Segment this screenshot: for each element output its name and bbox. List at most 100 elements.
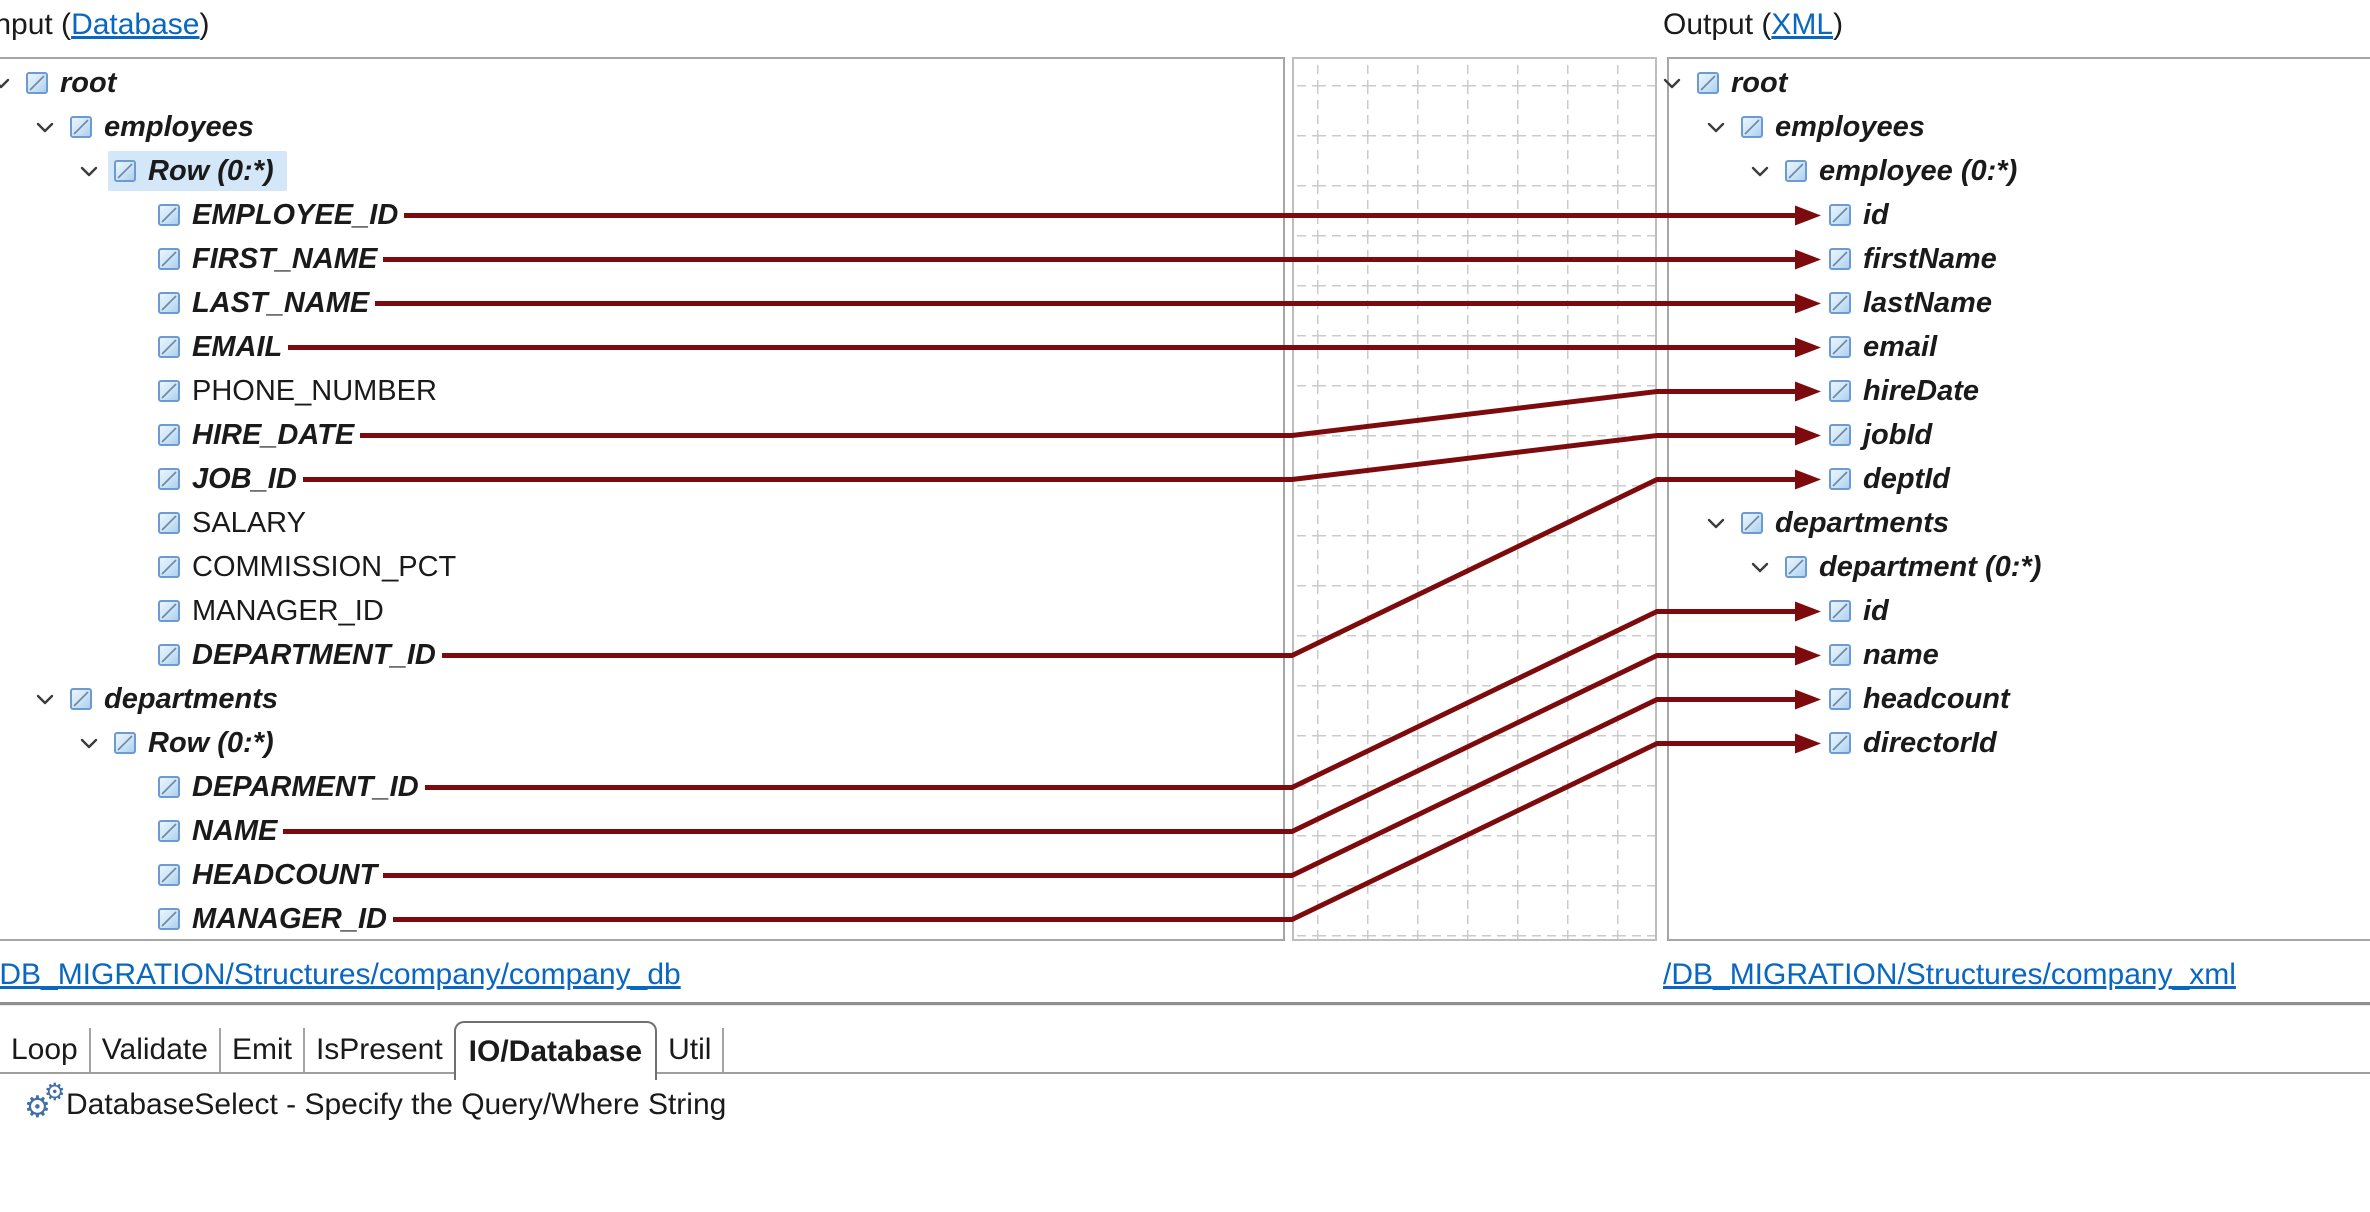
tab-ispresent[interactable]: IsPresent (315, 1033, 443, 1066)
element-node-icon (158, 204, 180, 226)
input-tree-node-employees[interactable]: employees (0, 105, 1283, 149)
output-tree-node-employee-0[interactable]: employee (0:*) (1669, 149, 2370, 193)
tree-node-chip[interactable]: NAME (152, 811, 290, 851)
input-tree-node-row-0[interactable]: Row (0:*) (0, 721, 1283, 765)
output-tree-node-directorid[interactable]: directorId (1669, 721, 2370, 765)
tab-util[interactable]: Util (657, 1028, 725, 1072)
tree-node-chip[interactable]: HIRE_DATE (152, 415, 367, 455)
tab-loop[interactable]: Loop (0, 1028, 91, 1072)
chevron-down-icon[interactable] (1705, 512, 1727, 534)
tree-node-chip[interactable]: JOB_ID (152, 459, 310, 499)
tree-node-chip[interactable]: Row (0:*) (108, 723, 287, 763)
tree-node-label: id (1863, 199, 1889, 231)
output-tree-node-headcount[interactable]: headcount (1669, 677, 2370, 721)
output-tree-node-lastname[interactable]: lastName (1669, 281, 2370, 325)
tree-node-chip[interactable]: hireDate (1823, 371, 1992, 411)
input-tree-node-name[interactable]: NAME (0, 809, 1283, 853)
output-structure-link[interactable]: XML (1771, 8, 1834, 41)
tree-node-chip[interactable]: employees (1735, 107, 1938, 147)
input-tree-node-root[interactable]: root (0, 61, 1283, 105)
input-tree-node-department-id[interactable]: DEPARTMENT_ID (0, 633, 1283, 677)
tree-node-label: DEPARTMENT_ID (192, 639, 436, 671)
output-tree-node-jobid[interactable]: jobId (1669, 413, 2370, 457)
tree-node-chip[interactable]: deptId (1823, 459, 1963, 499)
output-tree-node-employees[interactable]: employees (1669, 105, 2370, 149)
output-tree-node-name[interactable]: name (1669, 633, 2370, 677)
tree-node-chip[interactable]: departments (1735, 503, 1962, 543)
input-tree-node-manager-id[interactable]: MANAGER_ID (0, 589, 1283, 633)
tree-node-chip[interactable]: departments (64, 679, 291, 719)
tree-node-chip[interactable]: Row (0:*) (108, 151, 287, 191)
input-tree-node-job-id[interactable]: JOB_ID (0, 457, 1283, 501)
tree-node-chip[interactable]: MANAGER_ID (152, 591, 397, 631)
output-tree-panel[interactable]: root employees employee (0:*) id firstName la… (1663, 57, 2370, 941)
tree-node-chip[interactable]: root (1691, 63, 1800, 103)
input-tree-node-departments[interactable]: departments (0, 677, 1283, 721)
input-tree-node-first-name[interactable]: FIRST_NAME (0, 237, 1283, 281)
tab-io-database[interactable]: IO/Database (453, 1021, 658, 1080)
output-tree-node-id[interactable]: id (1669, 193, 2370, 237)
output-tree-node-deptid[interactable]: deptId (1669, 457, 2370, 501)
chevron-down-icon[interactable] (1705, 116, 1727, 138)
output-tree-node-departments[interactable]: departments (1669, 501, 2370, 545)
output-tree-node-firstname[interactable]: firstName (1669, 237, 2370, 281)
tree-node-chip[interactable]: headcount (1823, 679, 2023, 719)
tab-emit[interactable]: Emit (221, 1028, 305, 1072)
tree-node-chip[interactable]: id (1823, 195, 1902, 235)
chevron-down-icon[interactable] (1749, 160, 1771, 182)
output-tree-node-root[interactable]: root (1663, 61, 2370, 105)
output-tree-node-department-0[interactable]: department (0:*) (1669, 545, 2370, 589)
chevron-down-icon[interactable] (0, 72, 12, 94)
tab-validate[interactable]: Validate (91, 1028, 221, 1072)
chevron-down-icon[interactable] (1749, 556, 1771, 578)
input-tree-node-headcount[interactable]: HEADCOUNT (0, 853, 1283, 897)
chevron-down-icon[interactable] (34, 116, 56, 138)
chevron-down-icon[interactable] (1661, 72, 1683, 94)
chevron-down-icon[interactable] (34, 688, 56, 710)
tree-node-chip[interactable]: name (1823, 635, 1952, 675)
tree-node-chip[interactable]: MANAGER_ID (152, 899, 400, 939)
tree-node-chip[interactable]: DEPARTMENT_ID (152, 635, 449, 675)
chevron-down-icon[interactable] (78, 732, 100, 754)
input-tree-node-hire-date[interactable]: HIRE_DATE (0, 413, 1283, 457)
tree-node-chip[interactable]: directorId (1823, 723, 2010, 763)
output-tree-node-email[interactable]: email (1669, 325, 2370, 369)
tree-node-chip[interactable]: SALARY (152, 503, 319, 543)
input-tree-node-deparment-id[interactable]: DEPARMENT_ID (0, 765, 1283, 809)
input-tree-panel[interactable]: root employees Row (0:*) EMPLOYEE_ID FIRST_N… (0, 57, 1285, 941)
tree-node-chip[interactable]: firstName (1823, 239, 2010, 279)
output-tree-node-hiredate[interactable]: hireDate (1669, 369, 2370, 413)
tree-node-chip[interactable]: employees (64, 107, 267, 147)
input-tree-node-manager-id[interactable]: MANAGER_ID (0, 897, 1283, 941)
tree-node-chip[interactable]: PHONE_NUMBER (152, 371, 450, 411)
tree-node-chip[interactable]: HEADCOUNT (152, 855, 390, 895)
output-footer-path-link[interactable]: /DB_MIGRATION/Structures/company_xml (1663, 958, 2236, 991)
input-tree-node-salary[interactable]: SALARY (0, 501, 1283, 545)
tree-node-chip[interactable]: employee (0:*) (1779, 151, 2030, 191)
tree-node-chip[interactable]: COMMISSION_PCT (152, 547, 469, 587)
input-tree-node-phone-number[interactable]: PHONE_NUMBER (0, 369, 1283, 413)
function-category-tabbar[interactable]: Loop Validate Emit IsPresent IO/Database Util (0, 1021, 725, 1080)
input-tree-node-row-0[interactable]: Row (0:*) (0, 149, 1283, 193)
input-structure-link[interactable]: Database (71, 8, 200, 41)
output-tree-node-id[interactable]: id (1669, 589, 2370, 633)
tree-node-chip[interactable]: department (0:*) (1779, 547, 2054, 587)
tree-node-chip[interactable]: root (20, 63, 129, 103)
tree-node-chip[interactable]: jobId (1823, 415, 1945, 455)
tree-node-chip[interactable]: EMPLOYEE_ID (152, 195, 411, 235)
input-tree-node-last-name[interactable]: LAST_NAME (0, 281, 1283, 325)
tree-node-label: jobId (1863, 419, 1933, 451)
tree-node-chip[interactable]: LAST_NAME (152, 283, 382, 323)
input-footer-path-link[interactable]: /DB_MIGRATION/Structures/company/company… (0, 958, 681, 991)
tree-node-chip[interactable]: EMAIL (152, 327, 295, 367)
input-tree-node-commission-pct[interactable]: COMMISSION_PCT (0, 545, 1283, 589)
mapping-canvas[interactable] (1292, 57, 1657, 941)
chevron-down-icon[interactable] (78, 160, 100, 182)
tree-node-chip[interactable]: id (1823, 591, 1902, 631)
input-tree-node-email[interactable]: EMAIL (0, 325, 1283, 369)
tree-node-chip[interactable]: DEPARMENT_ID (152, 767, 432, 807)
tree-node-chip[interactable]: FIRST_NAME (152, 239, 390, 279)
tree-node-chip[interactable]: lastName (1823, 283, 2005, 323)
input-tree-node-employee-id[interactable]: EMPLOYEE_ID (0, 193, 1283, 237)
tree-node-chip[interactable]: email (1823, 327, 1950, 367)
